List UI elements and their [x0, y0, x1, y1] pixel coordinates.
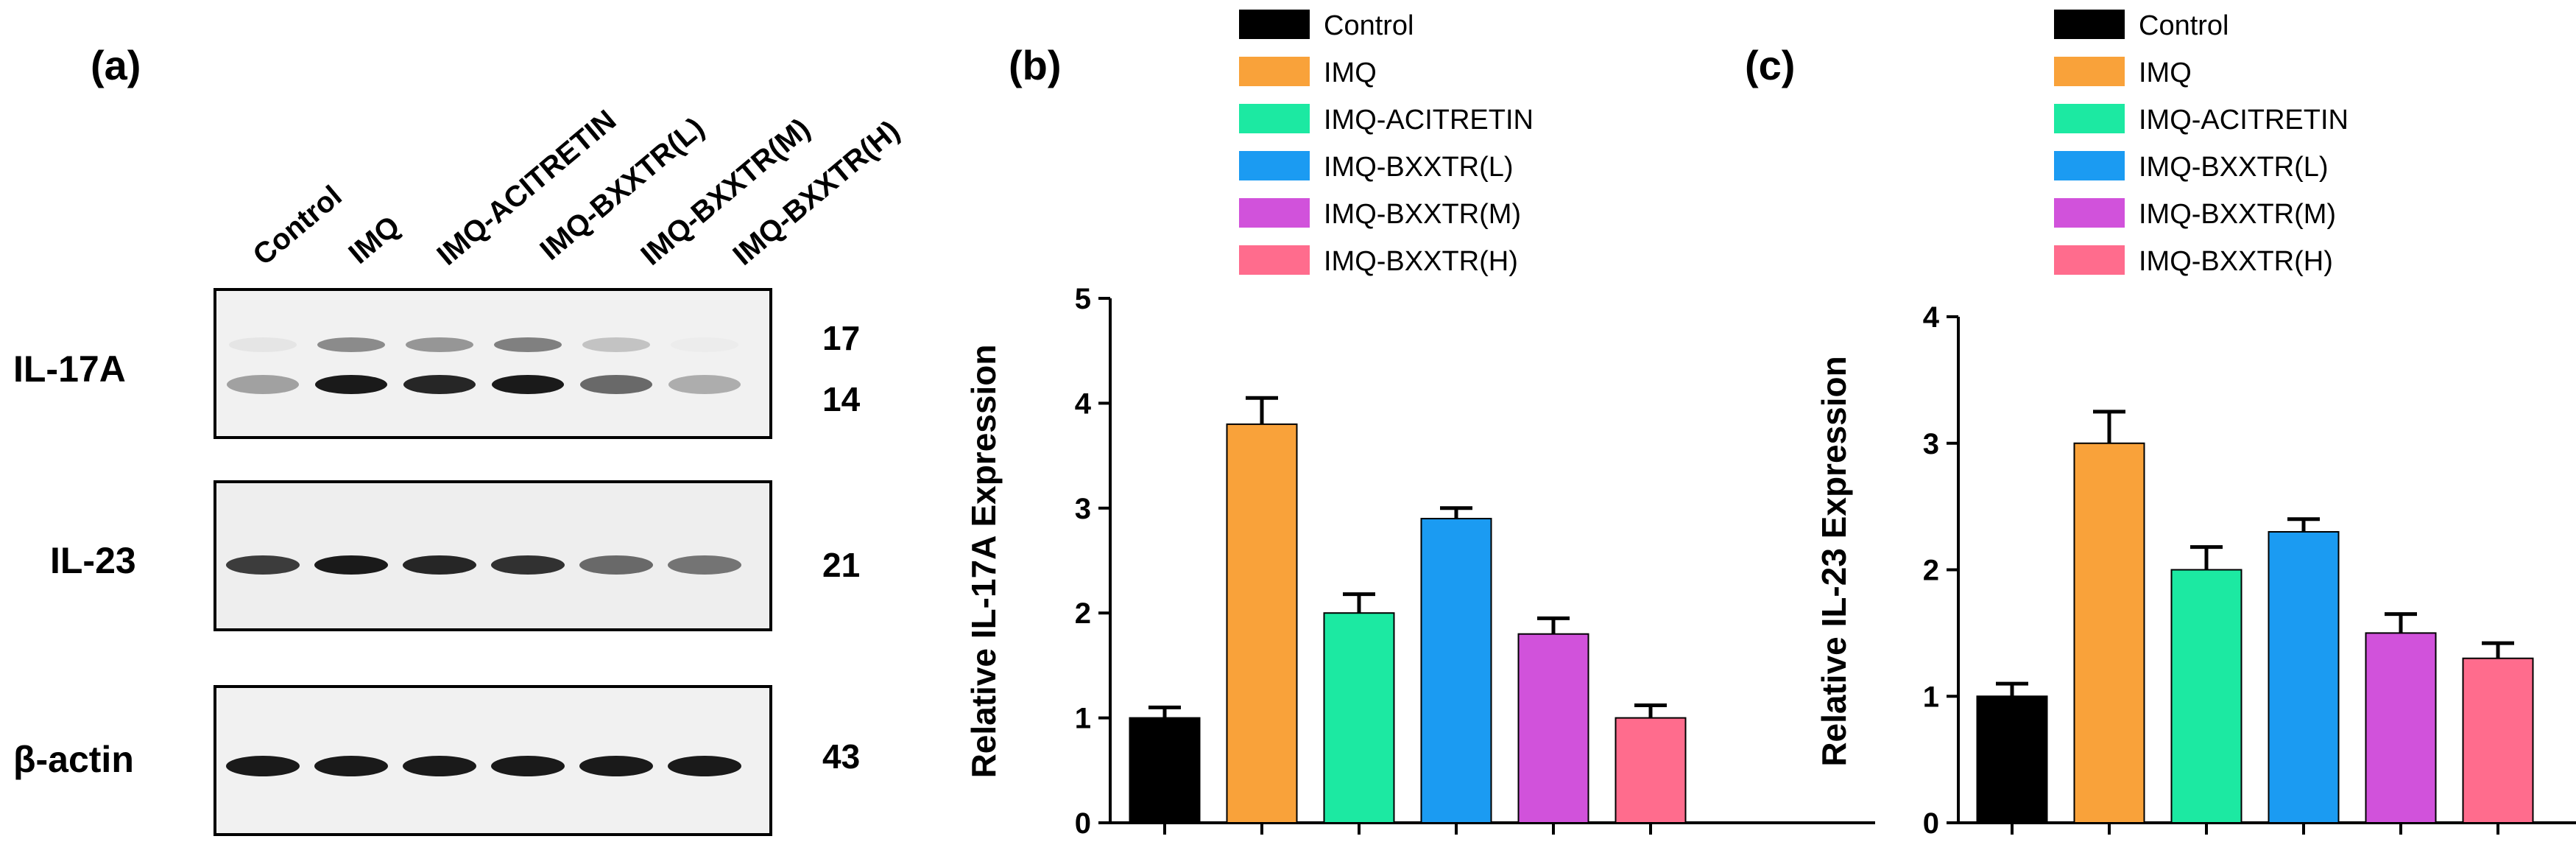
- bar: [2462, 657, 2534, 824]
- panel-b-plot: 0 1 2 3 4 5: [1075, 283, 1875, 840]
- blot-label-actin: β-actin: [13, 739, 134, 780]
- band-il17a-17kda: [582, 337, 650, 352]
- legend-label: IMQ: [2139, 57, 2192, 88]
- band-beta-actin: [668, 756, 741, 776]
- legend-swatch: [2054, 198, 2125, 228]
- y-tick-label: 4: [1923, 301, 1940, 334]
- bar: [2073, 442, 2145, 824]
- marker-21: 21: [822, 546, 860, 584]
- band-il17a-17kda: [671, 337, 738, 352]
- legend-swatch: [1239, 10, 1310, 39]
- blot-box-il23: [214, 480, 772, 631]
- bar: [1615, 717, 1687, 824]
- legend-label: IMQ-BXXTR(M): [1324, 199, 1521, 230]
- y-tick-label: 0: [1075, 807, 1091, 840]
- panel-c-label: (c): [1745, 42, 1795, 88]
- legend-swatch: [1239, 57, 1310, 86]
- band-il23: [226, 555, 300, 575]
- legend-label: IMQ-BXXTR(L): [2139, 152, 2329, 183]
- bar: [1976, 695, 2048, 824]
- marker-43: 43: [822, 737, 860, 776]
- legend-swatch: [2054, 151, 2125, 180]
- legend-swatch: [1239, 198, 1310, 228]
- legend-label: IMQ-BXXTR(H): [1324, 246, 1518, 277]
- legend-label: Control: [2139, 10, 2229, 41]
- legend-label: IMQ-BXXTR(L): [1324, 152, 1514, 183]
- legend-swatch: [2054, 104, 2125, 133]
- band-il17a-14kda: [580, 375, 652, 394]
- band-il23: [491, 555, 565, 575]
- band-il17a-14kda: [403, 375, 476, 394]
- bar: [1226, 423, 1298, 824]
- bar: [2170, 569, 2242, 824]
- band-beta-actin: [579, 756, 653, 776]
- legend-label: IMQ-BXXTR(H): [2139, 246, 2333, 277]
- y-tick-label: 5: [1075, 283, 1091, 315]
- band-il17a-14kda: [227, 375, 299, 394]
- lane-label: IMQ-BXXTR(H): [727, 114, 906, 272]
- panel-c-plot: 0 1 2 3 4: [1923, 301, 2576, 840]
- panel-b-il17a-chart: (b) Control IMQ IMQ-ACITRETIN IMQ-BXXTR(L) I…: [964, 10, 1875, 840]
- panel-c-legend: Control IMQ IMQ-ACITRETIN IMQ-BXXTR(L) IMQ-B…: [2054, 10, 2349, 277]
- panel-c-il23-chart: (c) Control IMQ IMQ-ACITRETIN IMQ-BXXTR(L) I…: [1745, 10, 2576, 840]
- blot-bands: [226, 337, 741, 776]
- bar: [2365, 632, 2437, 824]
- band-il17a-17kda: [317, 337, 385, 352]
- legend-label: IMQ-ACITRETIN: [2139, 105, 2349, 136]
- lane-labels: Control IMQ IMQ-ACITRETIN IMQ-BXXTR(L) I…: [247, 104, 906, 272]
- band-il17a-17kda: [229, 337, 297, 352]
- panel-a-label: (a): [91, 42, 141, 88]
- bar: [1517, 633, 1589, 824]
- legend-swatch: [1239, 151, 1310, 180]
- blot-box-il17a: [214, 288, 772, 439]
- band-il23: [668, 555, 741, 575]
- band-beta-actin: [314, 756, 388, 776]
- y-tick-label: 0: [1923, 807, 1939, 840]
- band-beta-actin: [226, 756, 300, 776]
- band-il17a-17kda: [406, 337, 473, 352]
- panel-b-ylabel: Relative IL-17A Expression: [964, 345, 1003, 779]
- band-il17a-14kda: [492, 375, 564, 394]
- band-il23: [314, 555, 388, 575]
- bar: [1420, 518, 1492, 824]
- marker-17: 17: [822, 319, 860, 357]
- panel-a-western-blot: (a) Control IMQ IMQ-ACITRETIN IMQ-BXXTR(…: [13, 42, 906, 836]
- legend-label: Control: [1324, 10, 1414, 41]
- band-beta-actin: [403, 756, 476, 776]
- legend-label: IMQ: [1324, 57, 1377, 88]
- bar: [2268, 530, 2340, 824]
- legend-swatch: [2054, 57, 2125, 86]
- bar: [1129, 717, 1201, 824]
- band-il23: [403, 555, 476, 575]
- lane-label: Control: [247, 180, 348, 272]
- y-tick-label: 2: [1923, 555, 1939, 587]
- blot-label-il23: IL-23: [50, 540, 136, 581]
- bar: [1323, 612, 1395, 824]
- legend-swatch: [1239, 245, 1310, 275]
- y-tick-label: 1: [1075, 703, 1091, 735]
- band-il23: [579, 555, 653, 575]
- blot-label-il17a: IL-17A: [13, 348, 126, 390]
- y-tick-label: 1: [1923, 681, 1939, 713]
- legend-label: IMQ-ACITRETIN: [1324, 105, 1534, 136]
- band-beta-actin: [491, 756, 565, 776]
- lane-label: IMQ-ACITRETIN: [431, 104, 623, 272]
- marker-14: 14: [822, 380, 861, 418]
- y-tick-label: 4: [1075, 387, 1092, 420]
- band-il17a-14kda: [668, 375, 741, 394]
- legend-label: IMQ-BXXTR(M): [2139, 199, 2336, 230]
- lane-label: IMQ: [343, 210, 406, 270]
- panel-c-ylabel: Relative IL-23 Expression: [1815, 356, 1853, 766]
- legend-swatch: [2054, 10, 2125, 39]
- panel-b-legend: Control IMQ IMQ-ACITRETIN IMQ-BXXTR(L) IMQ-B…: [1239, 10, 1534, 277]
- band-il17a-14kda: [315, 375, 387, 394]
- legend-swatch: [1239, 104, 1310, 133]
- panel-b-label: (b): [1009, 42, 1062, 88]
- y-tick-label: 3: [1075, 493, 1091, 525]
- legend-swatch: [2054, 245, 2125, 275]
- y-tick-label: 3: [1923, 428, 1939, 460]
- band-il17a-17kda: [494, 337, 562, 352]
- y-tick-label: 2: [1075, 597, 1091, 630]
